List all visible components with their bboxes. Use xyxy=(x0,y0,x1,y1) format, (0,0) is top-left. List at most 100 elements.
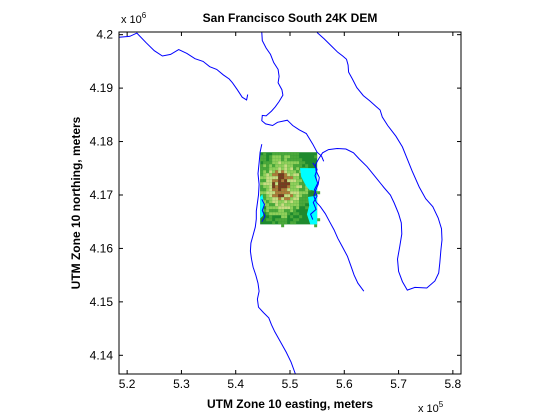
coastline-segment xyxy=(249,144,296,375)
dem-cell xyxy=(290,152,294,156)
dem-cell xyxy=(287,197,291,201)
y-tick-label: 4.17 xyxy=(90,188,114,202)
dem-cell xyxy=(296,179,300,183)
dem-cell xyxy=(299,215,303,219)
dem-cell xyxy=(269,203,273,207)
dem-cell xyxy=(263,197,267,201)
dem-cell xyxy=(281,182,285,186)
dem-cell xyxy=(299,161,303,165)
dem-cell xyxy=(281,203,285,207)
x-axis-multiplier: x 105 xyxy=(418,400,444,415)
dem-cell xyxy=(287,173,291,177)
dem-cell xyxy=(290,197,294,201)
dem-cell xyxy=(266,179,270,183)
dem-cell xyxy=(284,212,288,216)
dem-cell xyxy=(275,152,279,156)
dem-cell xyxy=(269,182,273,186)
dem-cell xyxy=(296,212,300,216)
dem-cell xyxy=(296,155,300,159)
dem-cell xyxy=(287,209,291,213)
dem-cell xyxy=(296,185,300,189)
dem-cell xyxy=(287,161,291,165)
dem-cell xyxy=(275,176,279,180)
dem-cell xyxy=(296,176,300,180)
dem-cell xyxy=(299,200,303,204)
dem-cell xyxy=(299,158,303,162)
dem-cell xyxy=(284,185,288,189)
dem-cell xyxy=(293,209,297,213)
dem-cell xyxy=(287,194,291,198)
dem-cell xyxy=(266,209,270,213)
dem-cell xyxy=(299,173,303,177)
dem-cell xyxy=(281,179,285,183)
dem-cell xyxy=(293,194,297,198)
dem-cell xyxy=(275,197,279,201)
y-tick-label: 4.2 xyxy=(96,28,113,42)
dem-cell xyxy=(260,176,264,180)
dem-cell xyxy=(278,152,282,156)
dem-cell xyxy=(266,188,270,192)
dem-cell xyxy=(275,200,279,204)
dem-cell xyxy=(272,170,276,174)
dem-cell xyxy=(263,182,267,186)
dem-cell xyxy=(266,218,270,222)
dem-cell xyxy=(284,203,288,207)
dem-cell xyxy=(275,218,279,222)
y-tick-label: 4.14 xyxy=(90,348,114,362)
dem-cell xyxy=(290,167,294,171)
dem-cell xyxy=(281,191,285,195)
x-tick-label: 5.2 xyxy=(119,377,136,391)
dem-cell xyxy=(275,212,279,216)
dem-cell xyxy=(296,194,300,198)
dem-cell xyxy=(263,158,267,162)
dem-cell xyxy=(296,161,300,165)
dem-cell xyxy=(269,170,273,174)
dem-cell xyxy=(284,209,288,213)
dem-cell xyxy=(284,197,288,201)
dem-cell xyxy=(278,170,282,174)
dem-cell xyxy=(278,179,282,183)
dem-cell xyxy=(275,194,279,198)
dem-cell xyxy=(266,206,270,210)
water-area xyxy=(300,168,318,192)
dem-cell xyxy=(284,200,288,204)
dem-cell xyxy=(272,206,276,210)
dem-cell xyxy=(272,188,276,192)
x-tick-label: 5.6 xyxy=(336,377,353,391)
dem-cell xyxy=(278,197,282,201)
dem-cell xyxy=(293,164,297,168)
dem-cell xyxy=(287,200,291,204)
dem-cell xyxy=(281,221,285,225)
dem-cell xyxy=(302,203,306,207)
dem-cell xyxy=(290,155,294,159)
y-axis-label: UTM Zone 10 northing, meters xyxy=(69,116,83,289)
y-multiplier-exponent: 6 xyxy=(142,11,147,20)
dem-cell xyxy=(272,191,276,195)
dem-cell xyxy=(296,203,300,207)
dem-cell xyxy=(290,221,294,225)
dem-cell xyxy=(284,170,288,174)
dem-cell xyxy=(287,188,291,192)
dem-cell xyxy=(269,215,273,219)
dem-cell xyxy=(269,164,273,168)
dem-cell xyxy=(275,179,279,183)
shoreline-fragment xyxy=(261,199,266,222)
dem-cell xyxy=(266,182,270,186)
dem-cell xyxy=(284,176,288,180)
dem-cell xyxy=(278,206,282,210)
dem-cell xyxy=(278,212,282,216)
dem-cell xyxy=(269,200,273,204)
dem-cell xyxy=(305,200,309,204)
dem-cell xyxy=(266,170,270,174)
dem-cell xyxy=(284,218,288,222)
dem-cell xyxy=(284,158,288,162)
coastline-segment xyxy=(261,32,325,162)
dem-cell xyxy=(293,221,297,225)
dem-cell xyxy=(293,203,297,207)
dem-cell xyxy=(290,206,294,210)
dem-cell xyxy=(290,164,294,168)
dem-cell xyxy=(275,185,279,189)
dem-cell xyxy=(278,218,282,222)
dem-cell xyxy=(272,209,276,213)
dem-cell xyxy=(287,206,291,210)
